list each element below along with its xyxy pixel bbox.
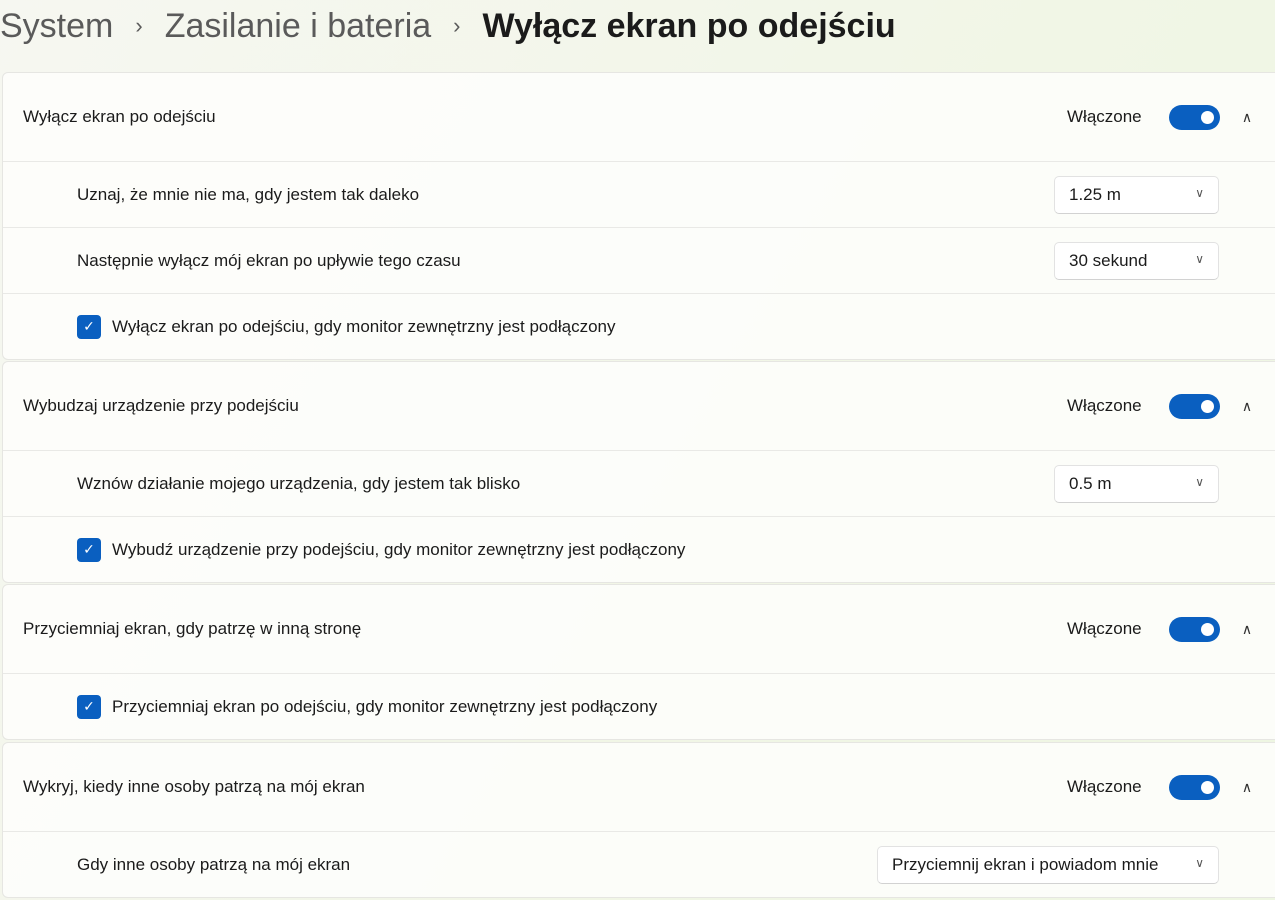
toggle-switch[interactable] — [1169, 616, 1220, 642]
setting-row: Gdy inne osoby patrzą na mój ekran Przyc… — [3, 832, 1275, 897]
chevron-down-icon: ∨ — [1195, 185, 1204, 200]
settings-group-dim-when-looking-away: Przyciemniaj ekran, gdy patrzę w inną st… — [2, 584, 1275, 740]
checkbox-checked[interactable]: ✓ — [77, 314, 101, 339]
setting-row: Uznaj, że mnie nie ma, gdy jestem tak da… — [3, 162, 1275, 228]
checkbox-row[interactable]: ✓ Wybudź urządzenie przy podejściu, gdy … — [3, 517, 1275, 582]
chevron-right-icon: › — [453, 13, 461, 38]
group-header[interactable]: Wyłącz ekran po odejściu Włączone ∧ — [3, 73, 1275, 162]
chevron-up-icon[interactable]: ∧ — [1241, 778, 1253, 795]
dropdown-value: 1.25 m — [1069, 184, 1121, 204]
setting-row: Następnie wyłącz mój ekran po upływie te… — [3, 228, 1275, 294]
checkbox-label: Wybudź urządzenie przy podejściu, gdy mo… — [112, 539, 686, 559]
setting-label: Gdy inne osoby patrzą na mój ekran — [77, 854, 351, 874]
breadcrumb-system[interactable]: System — [0, 6, 114, 45]
chevron-up-icon[interactable]: ∧ — [1241, 108, 1253, 125]
chevron-down-icon: ∨ — [1195, 855, 1204, 870]
chevron-right-icon: › — [135, 13, 143, 38]
group-title: Przyciemniaj ekran, gdy patrzę w inną st… — [23, 619, 362, 638]
timeout-dropdown[interactable]: 30 sekund ∨ — [1054, 241, 1219, 280]
chevron-up-icon[interactable]: ∧ — [1241, 397, 1253, 414]
checkbox-row[interactable]: ✓ Wyłącz ekran po odejściu, gdy monitor … — [3, 294, 1275, 359]
checkbox-checked[interactable]: ✓ — [77, 694, 101, 719]
group-header[interactable]: Przyciemniaj ekran, gdy patrzę w inną st… — [3, 585, 1275, 674]
group-header[interactable]: Wykryj, kiedy inne osoby patrzą na mój e… — [3, 743, 1275, 832]
distance-dropdown[interactable]: 0.5 m ∨ — [1054, 464, 1219, 503]
breadcrumb: System › Zasilanie i bateria › Wyłącz ek… — [0, 4, 896, 48]
toggle-state-label: Włączone — [1067, 619, 1142, 638]
group-title: Wyłącz ekran po odejściu — [23, 107, 216, 126]
onlooker-action-dropdown[interactable]: Przyciemnij ekran i powiadom mnie ∨ — [877, 845, 1219, 884]
toggle-switch[interactable] — [1169, 393, 1220, 419]
checkbox-row[interactable]: ✓ Przyciemniaj ekran po odejściu, gdy mo… — [3, 674, 1275, 739]
breadcrumb-power-battery[interactable]: Zasilanie i bateria — [164, 6, 432, 45]
dropdown-value: Przyciemnij ekran i powiadom mnie — [892, 854, 1159, 874]
group-title: Wybudzaj urządzenie przy podejściu — [23, 396, 299, 415]
toggle-switch[interactable] — [1169, 104, 1220, 130]
setting-row: Wznów działanie mojego urządzenia, gdy j… — [3, 451, 1275, 517]
group-title: Wykryj, kiedy inne osoby patrzą na mój e… — [23, 777, 365, 796]
chevron-up-icon[interactable]: ∧ — [1241, 620, 1253, 637]
chevron-down-icon: ∨ — [1195, 251, 1204, 266]
setting-label: Wznów działanie mojego urządzenia, gdy j… — [77, 473, 521, 493]
toggle-state-label: Włączone — [1067, 777, 1142, 796]
toggle-switch[interactable] — [1169, 774, 1220, 800]
toggle-state-label: Włączone — [1067, 396, 1142, 415]
setting-label: Uznaj, że mnie nie ma, gdy jestem tak da… — [77, 184, 420, 204]
settings-group-onlooker-detection: Wykryj, kiedy inne osoby patrzą na mój e… — [2, 742, 1275, 898]
dropdown-value: 0.5 m — [1069, 473, 1112, 493]
toggle-state-label: Włączone — [1067, 107, 1142, 126]
chevron-down-icon: ∨ — [1195, 474, 1204, 489]
checkbox-label: Przyciemniaj ekran po odejściu, gdy moni… — [112, 696, 658, 716]
page-title: Wyłącz ekran po odejściu — [482, 6, 896, 45]
checkbox-label: Wyłącz ekran po odejściu, gdy monitor ze… — [112, 316, 616, 336]
settings-group-turn-off-on-leave: Wyłącz ekran po odejściu Włączone ∧ Uzna… — [2, 72, 1275, 360]
setting-label: Następnie wyłącz mój ekran po upływie te… — [77, 250, 461, 270]
distance-dropdown[interactable]: 1.25 m ∨ — [1054, 175, 1219, 214]
dropdown-value: 30 sekund — [1069, 250, 1148, 270]
group-header[interactable]: Wybudzaj urządzenie przy podejściu Włącz… — [3, 362, 1275, 451]
settings-group-wake-on-approach: Wybudzaj urządzenie przy podejściu Włącz… — [2, 361, 1275, 583]
checkbox-checked[interactable]: ✓ — [77, 537, 101, 562]
